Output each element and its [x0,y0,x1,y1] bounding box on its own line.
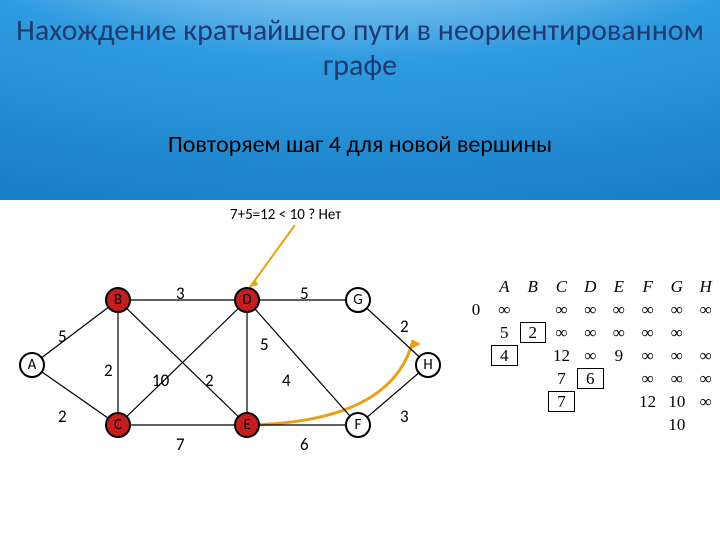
cell [519,298,547,321]
cell [691,321,720,344]
cell: ∞ [662,344,691,367]
cell: ∞ [662,298,691,321]
node-C: C [105,412,131,438]
cell [605,413,634,436]
cell: ∞ [605,321,634,344]
cell [490,413,519,436]
cell: ∞ [633,321,662,344]
col-E: E [605,275,634,298]
cell: ∞ [662,367,691,390]
cell: ∞ [691,390,720,413]
cell: ∞ [633,298,662,321]
cell: ∞ [490,298,519,321]
node-G: G [345,287,371,313]
edge-weight: 5 [260,334,269,355]
cell: ∞ [691,367,720,390]
cell: 7 [547,390,576,413]
col-F: F [633,275,662,298]
cell: ∞ [633,367,662,390]
cell [519,390,547,413]
cell: 5 [490,321,519,344]
cell [576,413,605,436]
edge-weight: 5 [58,326,67,347]
cell: 12 [547,344,576,367]
cell: ∞ [605,298,634,321]
cell: 9 [605,344,634,367]
cell: 2 [519,321,547,344]
cell: 6 [576,367,605,390]
node-A: A [19,352,45,378]
cell: ∞ [547,321,576,344]
cell: ∞ [633,344,662,367]
edge-weight: 10 [152,370,169,391]
cell [519,344,547,367]
node-D: D [234,287,260,313]
node-F: F [345,412,371,438]
col-G: G [662,275,691,298]
cell [691,413,720,436]
edge-weight: 6 [300,434,309,455]
edge-weight: 2 [58,406,67,427]
cell: ∞ [576,344,605,367]
col-C: C [547,275,576,298]
cell: ∞ [691,344,720,367]
edge-weight: 2 [400,316,409,337]
edge-weight: 3 [400,406,409,427]
cell: 10 [662,413,691,436]
cell: ∞ [576,321,605,344]
edge-weight: 7 [176,434,185,455]
cell: 10 [662,390,691,413]
distance-table: ABCDEFGH 0∞∞∞∞∞∞∞52∞∞∞∞∞412∞9∞∞∞76∞∞∞712… [462,275,720,436]
cell [490,367,519,390]
edge-weight: 2 [205,370,214,391]
col-A: A [490,275,519,298]
col-H: H [691,275,720,298]
cell [633,413,662,436]
col-B: B [519,275,547,298]
cell [547,413,576,436]
edge-weight: 2 [104,360,113,381]
col-D: D [576,275,605,298]
edge-weight: 5 [300,283,309,304]
cell: ∞ [662,321,691,344]
edge-weight: 4 [282,370,291,391]
node-B: B [105,287,131,313]
cell: 12 [633,390,662,413]
cell: 4 [490,344,519,367]
cell: 7 [547,367,576,390]
cell [605,390,634,413]
node-E: E [234,412,260,438]
node-H: H [415,352,441,378]
cell: ∞ [576,298,605,321]
cell [490,390,519,413]
cell [519,413,547,436]
graph-edges [0,0,460,540]
edge-weight: 3 [176,283,185,304]
cell [605,367,634,390]
cell [576,390,605,413]
cell: ∞ [691,298,720,321]
cell [519,367,547,390]
cell: ∞ [547,298,576,321]
